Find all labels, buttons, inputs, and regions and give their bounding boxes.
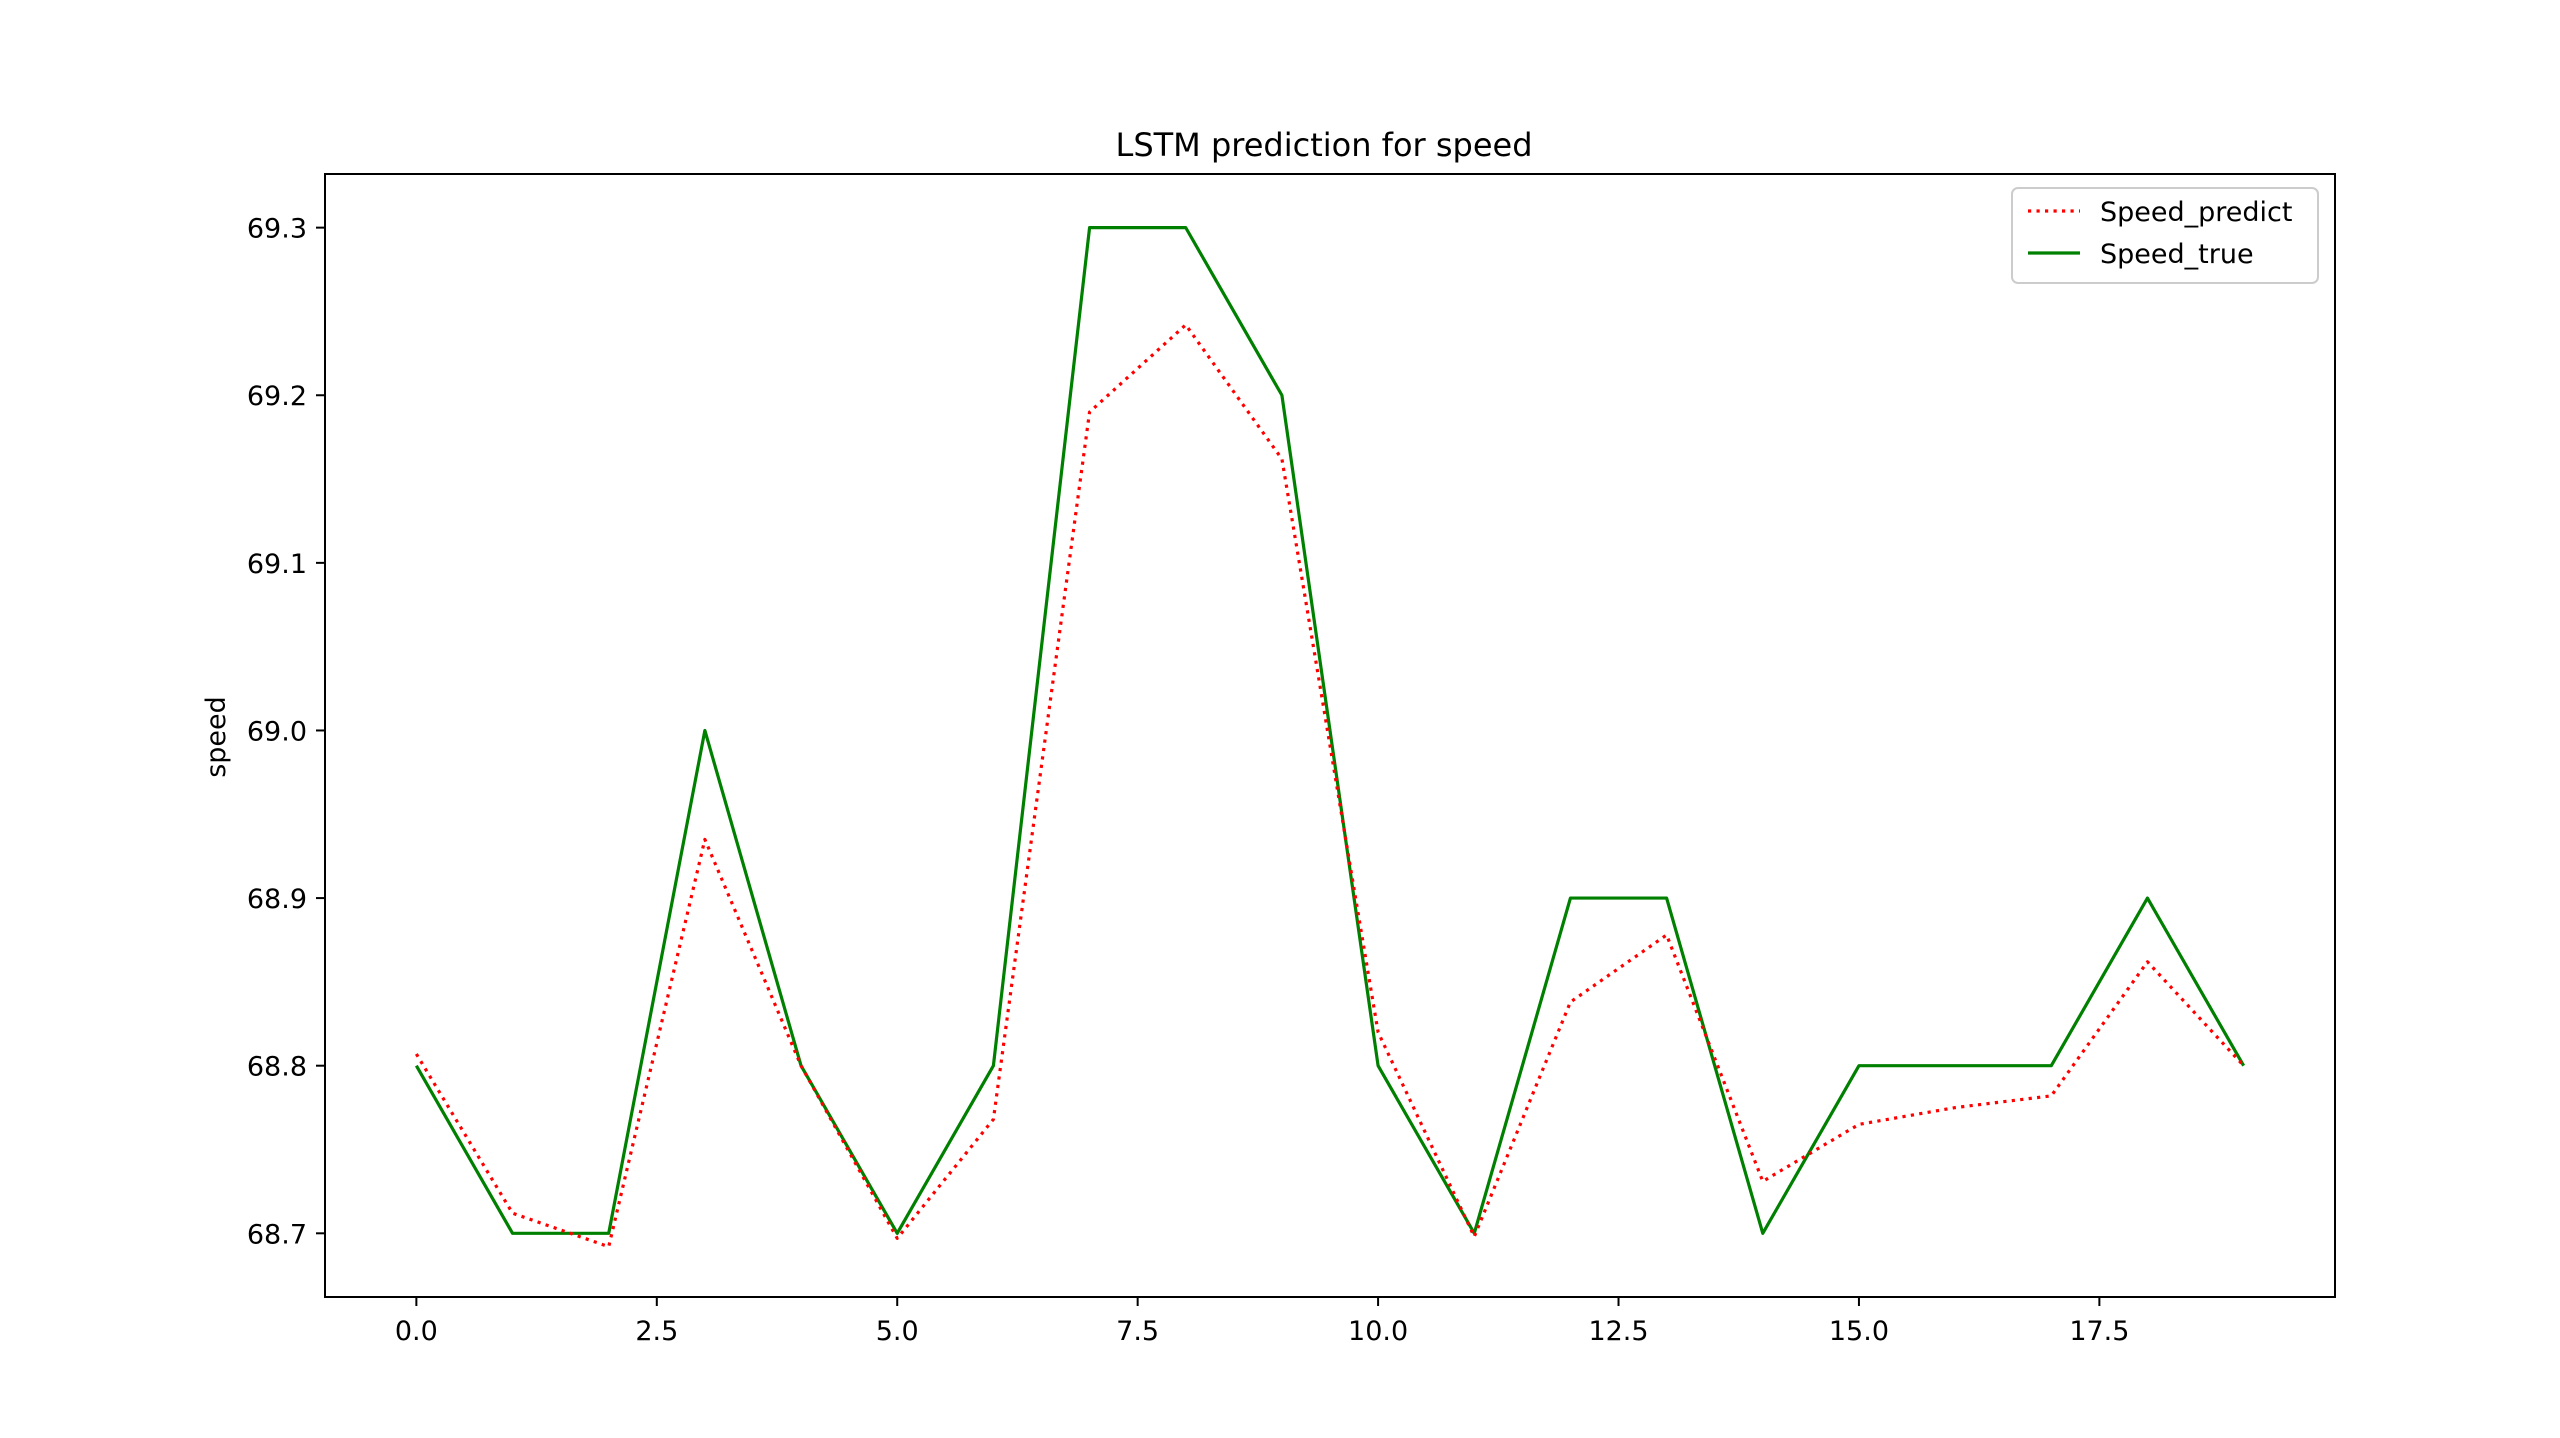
x-tick-label-0: 0.0 (395, 1316, 438, 1347)
series-line-speed-true (414, 226, 2246, 1235)
x-tick-label-1: 2.5 (635, 1316, 678, 1347)
x-tick-label-2: 5.0 (876, 1316, 919, 1347)
x-tick-label-3: 7.5 (1116, 1316, 1159, 1347)
y-tick-label-3: 69.0 (247, 716, 307, 747)
y-axis-label: speed (201, 696, 232, 778)
y-tick-label-5: 69.2 (247, 381, 307, 412)
axes: 0.0 2.5 5.0 7.5 10.0 12.5 15.0 17.5 68.7 68.8 68.9… (247, 173, 2336, 1347)
series-line-speed-predict (414, 323, 2245, 1249)
legend: Speed_predict Speed_true (2011, 187, 2319, 284)
y-tick-label-0: 68.7 (247, 1219, 307, 1250)
y-tick-label-4: 69.1 (247, 549, 307, 580)
legend-label-speed-true: Speed_true (2100, 239, 2254, 270)
axes-frame (324, 173, 2336, 1298)
x-tick-label-6: 15.0 (1829, 1316, 1889, 1347)
legend-label-speed-predict: Speed_predict (2100, 197, 2292, 228)
legend-frame (2011, 187, 2319, 284)
y-tick-label-2: 68.9 (247, 884, 307, 915)
chart-title: LSTM prediction for speed (1115, 126, 1532, 164)
x-tick-label-5: 12.5 (1588, 1316, 1648, 1347)
y-tick-label-1: 68.8 (247, 1052, 307, 1083)
x-tick-label-4: 10.0 (1348, 1316, 1408, 1347)
plot-area (414, 226, 2246, 1249)
x-tick-label-7: 17.5 (2069, 1316, 2129, 1347)
y-tick-label-6: 69.3 (247, 214, 307, 245)
